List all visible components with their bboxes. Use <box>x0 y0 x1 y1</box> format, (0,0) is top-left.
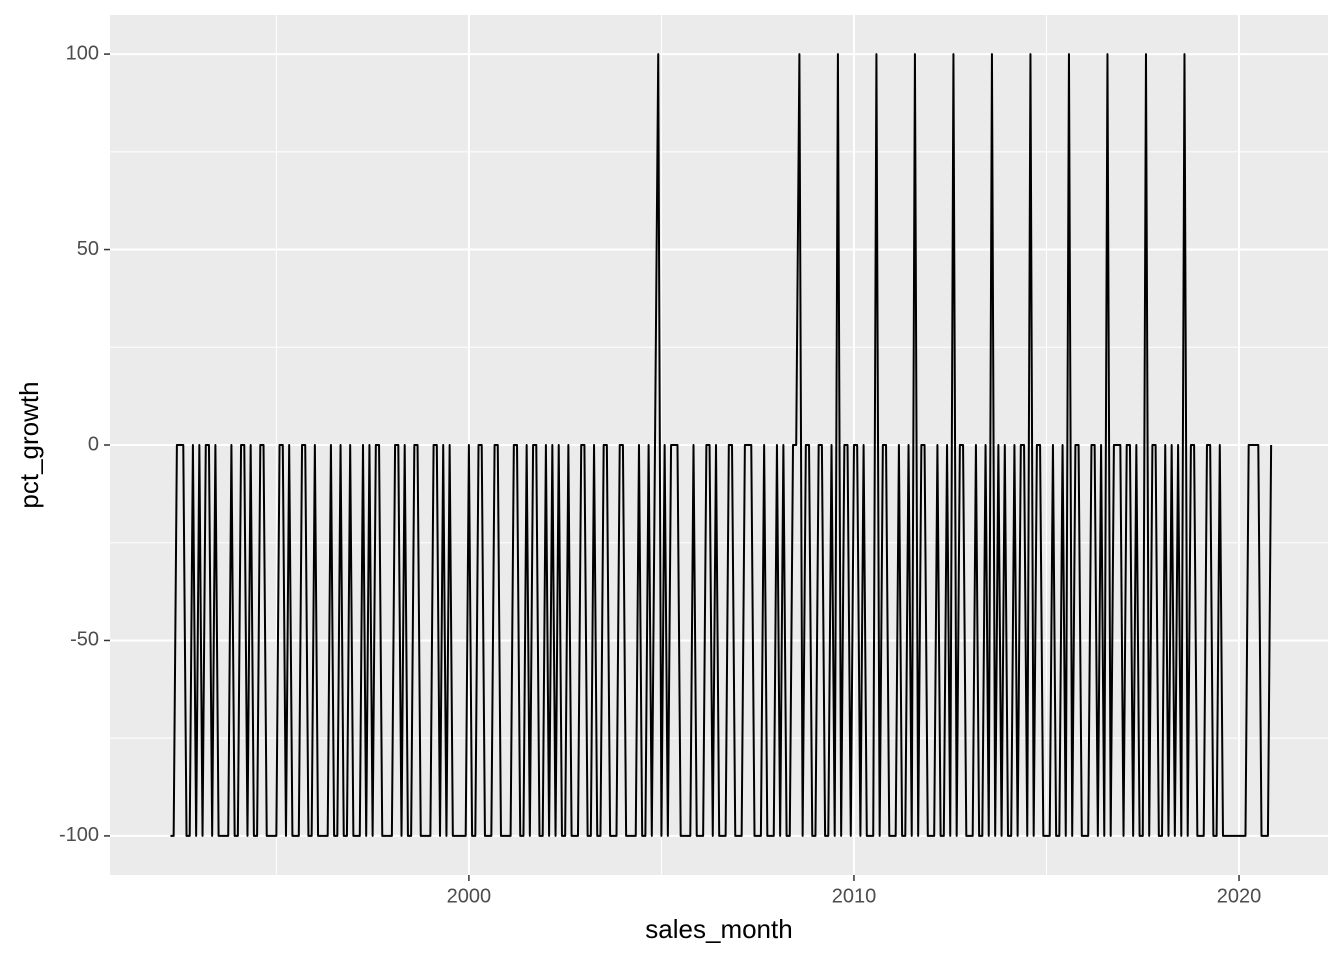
line <box>170 53 1273 837</box>
y-tick-label: -100 <box>59 824 99 846</box>
y-tick-label: 100 <box>66 42 99 64</box>
x-tick-label: 2020 <box>1217 885 1262 907</box>
y-tick-label: 50 <box>77 238 99 260</box>
y-tick-label: -50 <box>70 629 99 651</box>
y-axis-title: pct_growth <box>14 381 44 508</box>
x-tick-label: 2010 <box>832 885 877 907</box>
y-tick-label: 0 <box>88 433 99 455</box>
x-axis-title: sales_month <box>645 914 792 944</box>
x-tick-label: 2000 <box>447 885 492 907</box>
plot <box>170 53 1273 837</box>
